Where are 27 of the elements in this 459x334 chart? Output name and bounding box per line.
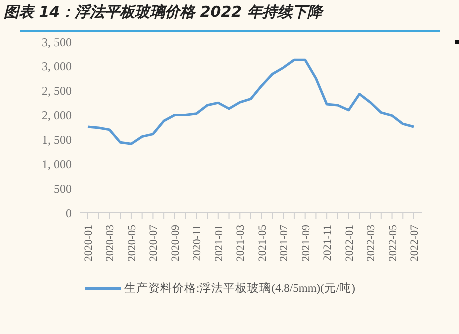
x-tick-label: 2020-05 — [126, 224, 138, 262]
y-tick-label: 0 — [66, 206, 72, 220]
y-tick-label: 1, 500 — [42, 132, 72, 147]
chart-title: 图表 14：浮法平板玻璃价格 2022 年持续下降 — [4, 3, 322, 22]
x-tick-label: 2022-05 — [387, 224, 400, 262]
x-tick-label: 2022-07 — [409, 224, 421, 262]
x-tick-label: 2020-01 — [83, 225, 95, 262]
x-tick-label: 2020-11 — [192, 225, 204, 262]
y-tick-label: 2, 000 — [42, 108, 72, 123]
x-tick-label: 2021-01 — [213, 225, 226, 262]
y-tick-label: 2, 500 — [42, 84, 72, 98]
x-tick-label: 2022-03 — [366, 224, 378, 262]
line-series — [86, 58, 416, 146]
x-tick-label: 2020-03 — [104, 224, 117, 262]
y-tick-label: 1, 000 — [42, 157, 72, 172]
x-tick-label: 2021-03 — [235, 224, 248, 262]
y-tick-label: 500 — [54, 182, 72, 196]
x-tick-label: 2021-07 — [278, 224, 291, 262]
y-tick-label: 3, 000 — [42, 60, 72, 74]
x-tick-label: 2020-09 — [170, 224, 182, 262]
legend-label: 生产资料价格:浮法平板玻璃(4.8/5mm)(元/吨) — [124, 281, 356, 296]
x-tick-label: 2022-01 — [344, 225, 356, 262]
y-tick-label: 3, 500 — [42, 35, 72, 50]
x-tick-label: 2021-11 — [322, 225, 334, 262]
x-tick-label: 2021-09 — [300, 224, 312, 262]
x-tick-label: 2021-05 — [256, 224, 269, 262]
x-tick-label: 2020-07 — [148, 224, 160, 262]
